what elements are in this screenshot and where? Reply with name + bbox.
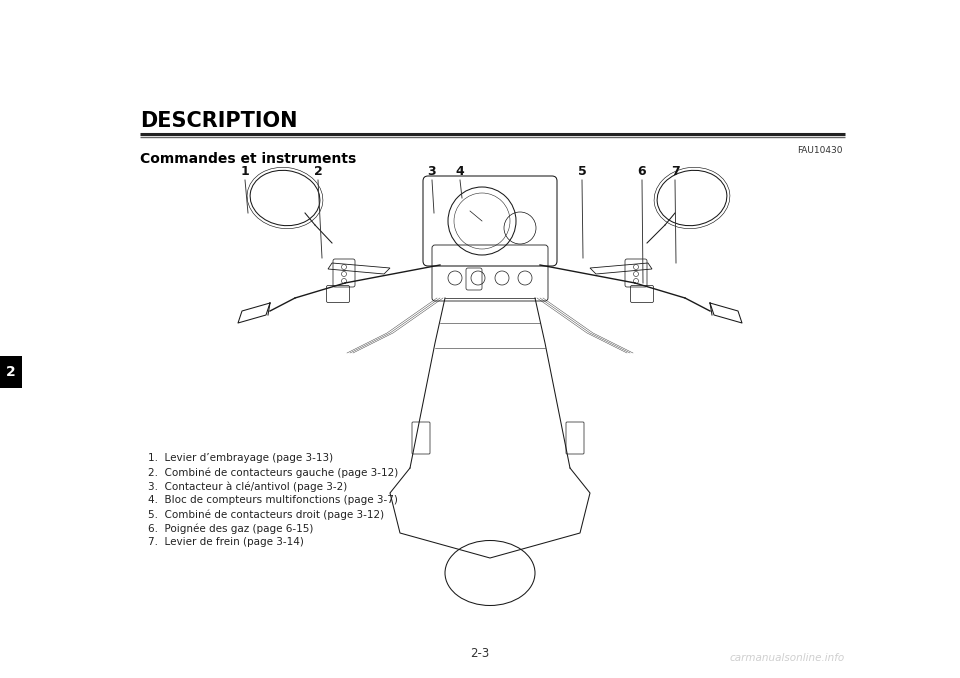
- Bar: [0, 356, 22, 388]
- Text: 3.  Contacteur à clé/antivol (page 3-2): 3. Contacteur à clé/antivol (page 3-2): [148, 481, 348, 492]
- Text: 7: 7: [671, 165, 680, 178]
- Text: 2: 2: [314, 165, 323, 178]
- Text: Commandes et instruments: Commandes et instruments: [140, 152, 356, 166]
- Text: 1: 1: [241, 165, 250, 178]
- Text: 2: 2: [6, 365, 16, 379]
- Text: FAU10430: FAU10430: [798, 146, 843, 155]
- Text: 3: 3: [428, 165, 436, 178]
- Text: 7.  Levier de frein (page 3-14): 7. Levier de frein (page 3-14): [148, 537, 304, 547]
- Text: 2.  Combiné de contacteurs gauche (page 3-12): 2. Combiné de contacteurs gauche (page 3…: [148, 467, 398, 477]
- Text: carmanualsonline.info: carmanualsonline.info: [730, 653, 845, 663]
- Text: 6.  Poignée des gaz (page 6-15): 6. Poignée des gaz (page 6-15): [148, 523, 313, 534]
- Text: 2-3: 2-3: [470, 647, 490, 660]
- Text: 5.  Combiné de contacteurs droit (page 3-12): 5. Combiné de contacteurs droit (page 3-…: [148, 509, 384, 519]
- Text: 1.  Levier d’embrayage (page 3-13): 1. Levier d’embrayage (page 3-13): [148, 453, 333, 463]
- Text: DESCRIPTION: DESCRIPTION: [140, 111, 298, 131]
- Text: 6: 6: [637, 165, 646, 178]
- Text: 4.  Bloc de compteurs multifonctions (page 3-7): 4. Bloc de compteurs multifonctions (pag…: [148, 495, 397, 505]
- Text: 4: 4: [456, 165, 465, 178]
- Text: 5: 5: [578, 165, 587, 178]
